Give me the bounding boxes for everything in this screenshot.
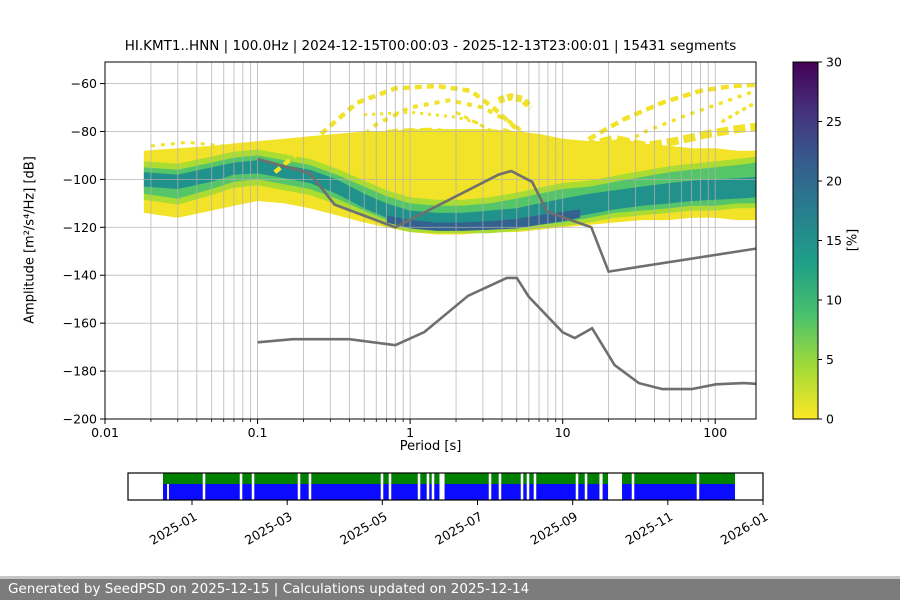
timeline-gap bbox=[533, 473, 537, 500]
nlnm-line bbox=[257, 276, 756, 391]
timeline-gap bbox=[297, 473, 301, 500]
timeline-psd-coverage bbox=[162, 484, 735, 500]
x-tick-label: 100 bbox=[703, 425, 727, 440]
timeline-gap bbox=[599, 473, 603, 500]
y-tick-label: −60 bbox=[71, 76, 97, 91]
y-tick-label: −160 bbox=[63, 316, 97, 331]
colorbar-tick-label: 30 bbox=[826, 55, 842, 70]
x-axis-label: Period [s] bbox=[399, 439, 462, 454]
x-tick-label: 0.1 bbox=[248, 425, 268, 440]
y-tick-label: −180 bbox=[63, 364, 97, 379]
timeline-gap bbox=[575, 473, 579, 500]
colorbar-tick-label: 10 bbox=[826, 293, 842, 308]
timeline-gap bbox=[202, 473, 206, 500]
y-tick-label: −140 bbox=[63, 268, 97, 283]
timeline-gap bbox=[417, 473, 421, 500]
footer-bar: Generated by SeedPSD on 2025-12-15 | Cal… bbox=[0, 576, 900, 600]
timeline-gap bbox=[488, 473, 492, 500]
timeline-gap bbox=[380, 473, 384, 500]
timeline-gap bbox=[696, 473, 700, 500]
teal-core bbox=[143, 160, 756, 229]
x-tick-label: 10 bbox=[555, 425, 571, 440]
ppsd-chart: 0.01 0.1 1 10 100−60−80−100−120−140−160−180−… bbox=[63, 55, 842, 548]
timeline-gap bbox=[526, 473, 530, 500]
colorbar-tick-label: 25 bbox=[826, 114, 842, 129]
timeline-gap bbox=[520, 473, 524, 500]
noise-model-lines bbox=[257, 157, 756, 391]
timeline-gap bbox=[426, 473, 430, 500]
y-tick-label: −100 bbox=[63, 172, 97, 187]
timeline-tick-label: 2025-11 bbox=[623, 509, 676, 548]
axes: 0.01 0.1 1 10 100 −60 −80 −100 −120 −140 −160 −180 −… bbox=[63, 61, 757, 440]
timeline-gap bbox=[608, 473, 623, 500]
chart-title: HI.KMT1..HNN | 100.0Hz | 2024-12-15T00:0… bbox=[124, 38, 737, 54]
timeline-gap bbox=[498, 473, 502, 500]
timeline-gap bbox=[631, 473, 635, 500]
y-tick-label: −80 bbox=[71, 124, 97, 139]
timeline-gap bbox=[308, 473, 312, 500]
footer-text: Generated by SeedPSD on 2025-12-15 | Cal… bbox=[8, 581, 530, 597]
plot-background bbox=[105, 62, 756, 419]
timeline-tick-label: 2025-05 bbox=[337, 509, 390, 548]
timeline-gap-blue bbox=[167, 484, 169, 500]
colorbar-tick-label: 0 bbox=[826, 412, 834, 427]
timeline-gap bbox=[388, 473, 392, 500]
nhnm-line bbox=[257, 157, 756, 274]
timeline-tick-label: 2026-01 bbox=[718, 509, 771, 548]
colorbar-tick-label: 20 bbox=[826, 174, 842, 189]
timeline-tick-label: 2025-07 bbox=[432, 509, 485, 548]
timeline-gap bbox=[584, 473, 588, 500]
timeline-tick-label: 2025-09 bbox=[527, 509, 580, 548]
x-tick-label: 0.01 bbox=[91, 425, 119, 440]
colorbar: 0 5 10 15 20 25 30 bbox=[792, 55, 842, 427]
x-tick-label: 1 bbox=[406, 425, 414, 440]
y-tick-label: −120 bbox=[63, 220, 97, 235]
timeline-data-coverage bbox=[162, 473, 735, 484]
timeline-gap bbox=[431, 473, 435, 500]
navy-core bbox=[386, 209, 581, 231]
timeline-tick-label: 2025-01 bbox=[147, 509, 200, 548]
timeline-gap bbox=[439, 473, 445, 500]
timeline-gap bbox=[239, 473, 243, 500]
colorbar-tick-label: 5 bbox=[826, 352, 834, 367]
colorbar-tick-label: 15 bbox=[826, 233, 842, 248]
timeline: 2025-01 2025-03 2025-05 2025-07 2025-09 2025-… bbox=[127, 472, 771, 548]
timeline-tick-label: 2025-03 bbox=[242, 509, 295, 548]
y-tick-label: −200 bbox=[63, 412, 97, 427]
timeline-gap bbox=[251, 473, 255, 500]
